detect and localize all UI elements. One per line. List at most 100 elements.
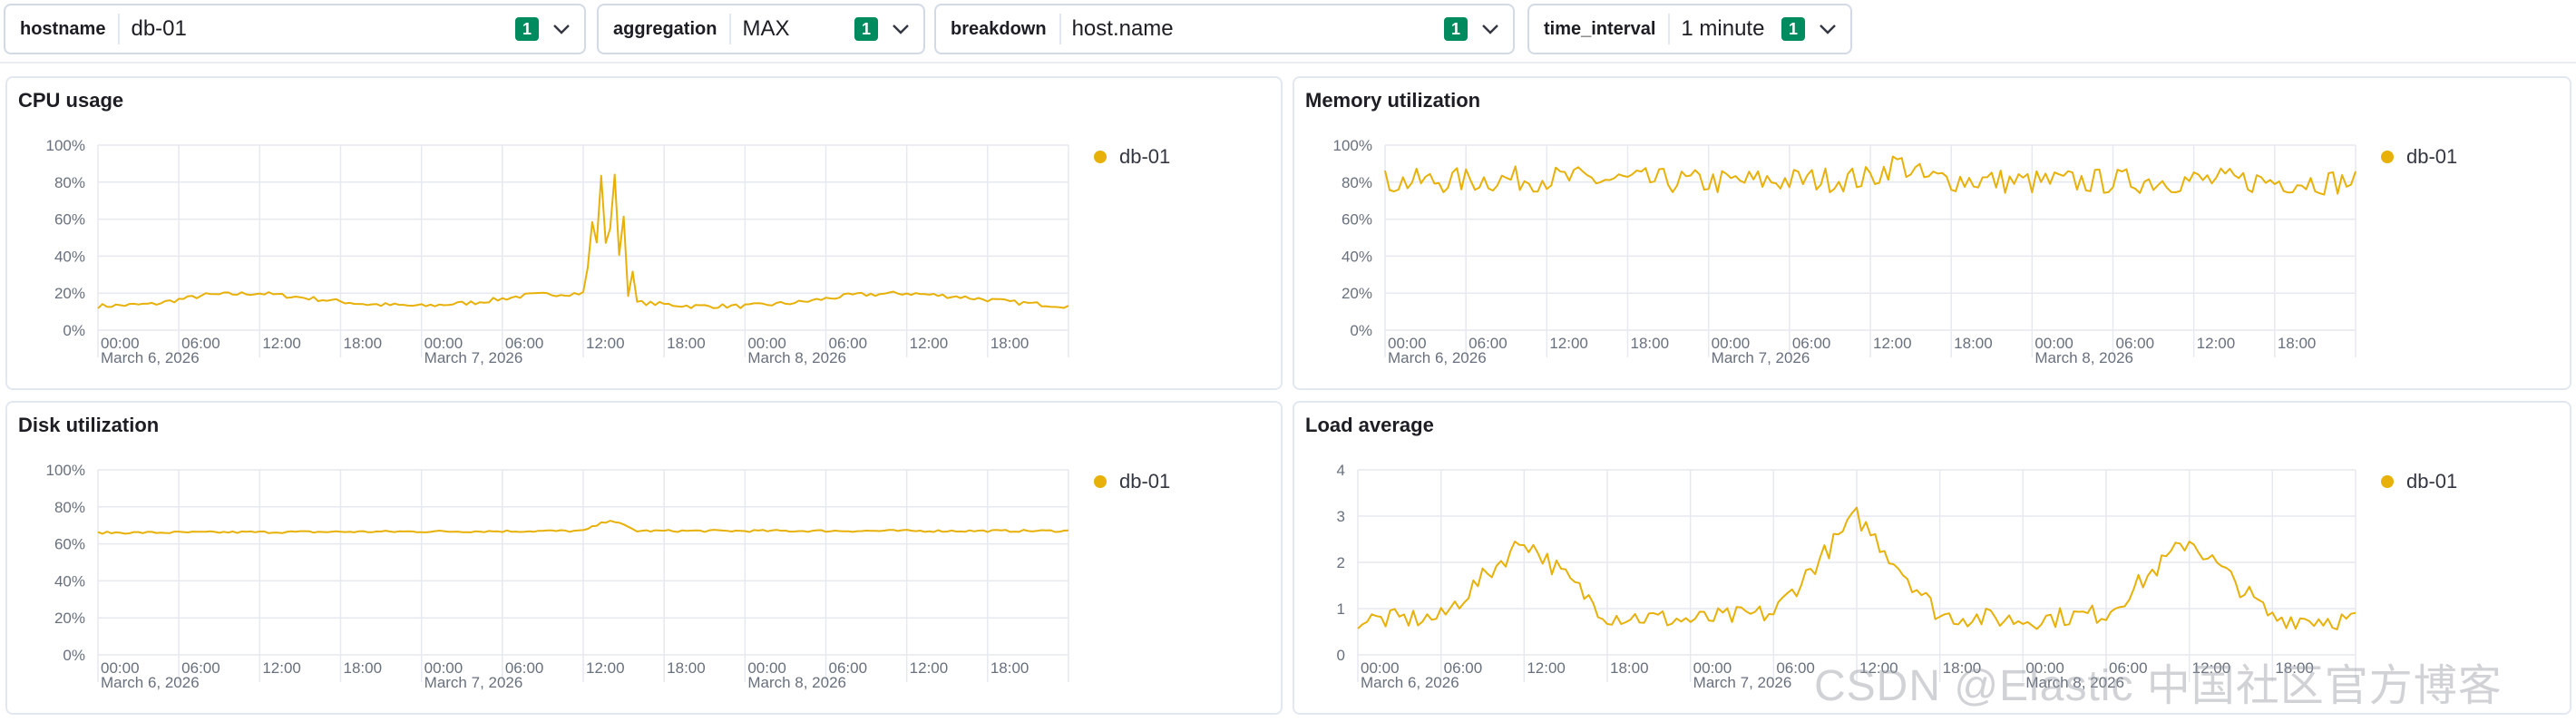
x-tick-label: 18:00 <box>990 335 1029 352</box>
x-tick-label: 00:00 <box>101 335 140 352</box>
time-interval-filter[interactable]: time_interval 1 minute 1 <box>1527 4 1852 54</box>
x-date-label: March 8, 2026 <box>747 674 846 691</box>
x-tick-label: 06:00 <box>1792 335 1831 352</box>
x-tick-label: 12:00 <box>586 335 625 352</box>
legend-item[interactable]: db-01 <box>2381 145 2457 169</box>
hostname-filter[interactable]: hostname db-01 1 <box>4 4 586 54</box>
watermark: CSDN @Elastic 中国社区官方博客 <box>1814 662 2503 710</box>
series-line-db-01 <box>97 520 1069 535</box>
aggregation-filter[interactable]: aggregation MAX 1 <box>597 4 925 54</box>
x-tick-label: 18:00 <box>1631 335 1670 352</box>
x-date-label: March 8, 2026 <box>747 349 846 366</box>
selected-count-badge: 1 <box>854 17 878 41</box>
chevron-down-icon[interactable] <box>1475 15 1506 43</box>
x-tick-label: 18:00 <box>2275 659 2314 677</box>
y-tick-label: 0% <box>63 647 85 664</box>
x-tick-label: 00:00 <box>1361 659 1400 677</box>
legend-dot <box>1094 151 1107 163</box>
y-tick-label: 40% <box>54 248 85 265</box>
y-tick-label: 20% <box>54 610 85 627</box>
x-tick-label: 06:00 <box>1776 659 1815 677</box>
x-tick-label: 12:00 <box>2192 659 2231 677</box>
x-date-label: March 7, 2026 <box>1693 674 1792 691</box>
panel-title: Load average <box>1305 414 1434 436</box>
x-tick-label: 06:00 <box>505 659 544 677</box>
panel-title: Memory utilization <box>1305 89 1481 112</box>
x-date-label: March 6, 2026 <box>101 674 200 691</box>
selected-count-badge: 1 <box>1781 17 1805 41</box>
x-tick-label: 00:00 <box>424 335 463 352</box>
legend-dot <box>2381 151 2394 163</box>
x-tick-label: 18:00 <box>1954 335 1993 352</box>
y-tick-label: 2 <box>1337 554 1345 571</box>
x-tick-label: 06:00 <box>1469 335 1508 352</box>
filter-value: host.name <box>1071 16 1174 41</box>
x-date-label: March 6, 2026 <box>101 349 200 366</box>
y-tick-label: 0% <box>63 322 85 339</box>
memory-utilization-chart[interactable]: 100% 80% 60% 40% 20% 0% 00:00 06:00 12:00 18:00 00… <box>1294 78 2573 392</box>
x-date-label: March 7, 2026 <box>424 349 523 366</box>
x-tick-label: 18:00 <box>1610 659 1649 677</box>
legend-dot <box>1094 475 1107 488</box>
legend-label: db-01 <box>1119 470 1171 493</box>
x-tick-label: 18:00 <box>344 335 383 352</box>
y-tick-label: 40% <box>54 572 85 590</box>
load-average-panel: Load average db-01 4 3 2 1 0 00:00 06:00 12:00 1… <box>1293 401 2571 715</box>
load-average-chart[interactable]: 4 3 2 1 0 00:00 06:00 12:00 18:00 00:00 06:00 12:00… <box>1294 403 2573 717</box>
x-tick-label: 12:00 <box>1527 659 1566 677</box>
x-tick-label: 00:00 <box>1388 335 1427 352</box>
x-date-label: March 8, 2026 <box>2034 349 2133 366</box>
filter-value: db-01 <box>131 16 187 41</box>
x-tick-label: 12:00 <box>586 659 625 677</box>
x-tick-label: 12:00 <box>262 659 301 677</box>
x-tick-label: 06:00 <box>181 335 220 352</box>
chevron-down-icon[interactable] <box>546 15 577 43</box>
y-tick-label: 80% <box>1342 174 1372 191</box>
legend-item[interactable]: db-01 <box>1094 470 1170 493</box>
chevron-down-icon[interactable] <box>885 15 916 43</box>
chevron-down-icon[interactable] <box>1812 15 1843 43</box>
x-tick-label: 18:00 <box>344 659 383 677</box>
series-line-db-01 <box>1384 155 2356 196</box>
selected-count-badge: 1 <box>1444 17 1468 41</box>
y-tick-label: 100% <box>46 462 85 479</box>
memory-utilization-panel: Memory utilization db-01 100% 80% 60% 40% 20… <box>1293 76 2571 390</box>
x-date-label: March 6, 2026 <box>1361 674 1459 691</box>
y-tick-label: 100% <box>1333 137 1372 154</box>
filter-value: MAX <box>742 16 790 41</box>
x-tick-label: 06:00 <box>505 335 544 352</box>
y-tick-label: 1 <box>1337 600 1345 618</box>
y-tick-label: 60% <box>54 536 85 553</box>
x-tick-label: 00:00 <box>2034 335 2073 352</box>
legend-dot <box>2381 475 2394 488</box>
x-tick-label: 12:00 <box>910 659 949 677</box>
x-tick-label: 06:00 <box>181 659 220 677</box>
legend-label: db-01 <box>1119 145 1171 168</box>
y-tick-label: 20% <box>1342 285 1372 302</box>
x-tick-label: 18:00 <box>667 335 706 352</box>
y-tick-label: 40% <box>1342 248 1372 265</box>
x-tick-label: 06:00 <box>2109 659 2148 677</box>
legend-item[interactable]: db-01 <box>1094 145 1170 169</box>
x-tick-label: 18:00 <box>2278 335 2317 352</box>
x-tick-label: 12:00 <box>910 335 949 352</box>
x-tick-label: 12:00 <box>1859 659 1898 677</box>
filter-label: aggregation <box>599 14 732 44</box>
y-tick-label: 0% <box>1350 322 1372 339</box>
y-tick-label: 60% <box>54 211 85 229</box>
breakdown-filter[interactable]: breakdown host.name 1 <box>934 4 1515 54</box>
cpu-usage-chart[interactable]: 100% 80% 60% 40% 20% 0% 00:00 06:00 12:00 18:00 00… <box>7 78 1284 392</box>
x-tick-label: 00:00 <box>2025 659 2064 677</box>
panel-title: CPU usage <box>18 89 124 112</box>
x-tick-label: 00:00 <box>1712 335 1751 352</box>
filter-value: 1 minute <box>1681 16 1765 41</box>
filter-label: time_interval <box>1529 14 1671 44</box>
disk-utilization-chart[interactable]: 100% 80% 60% 40% 20% 0% 00:00 06:00 12:00 18:00 00… <box>7 403 1284 717</box>
legend-item[interactable]: db-01 <box>2381 470 2457 493</box>
x-tick-label: 18:00 <box>990 659 1029 677</box>
x-date-label: March 6, 2026 <box>1388 349 1487 366</box>
x-tick-label: 12:00 <box>2197 335 2236 352</box>
y-tick-label: 60% <box>1342 211 1372 229</box>
x-tick-label: 06:00 <box>1444 659 1483 677</box>
legend-label: db-01 <box>2406 145 2458 168</box>
